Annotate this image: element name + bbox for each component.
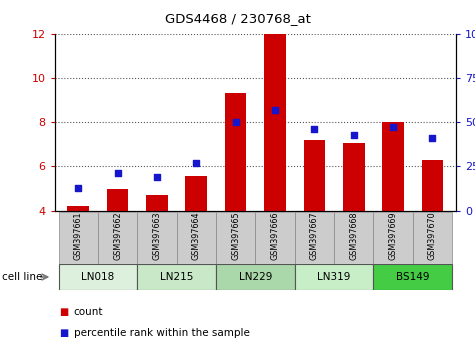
Bar [422,160,443,211]
Bar [334,212,373,264]
Text: GSM397666: GSM397666 [270,211,279,260]
Bar [373,212,413,264]
Text: LN319: LN319 [317,272,351,282]
Point [350,132,358,137]
Point [75,185,82,190]
Text: GDS4468 / 230768_at: GDS4468 / 230768_at [164,12,311,25]
Bar [304,140,325,211]
Bar [256,212,294,264]
Bar [413,212,452,264]
Point [271,107,279,113]
Bar [146,195,168,211]
Bar [185,176,207,211]
Bar [216,264,294,290]
Bar [107,188,128,211]
Text: GSM397663: GSM397663 [152,211,162,260]
Point [192,160,200,166]
Text: GSM397669: GSM397669 [389,211,398,260]
Point [428,135,436,141]
Bar [58,264,137,290]
Point [114,171,122,176]
Text: cell line: cell line [2,272,43,282]
Bar [382,122,404,211]
Point [153,174,161,180]
Text: GSM397665: GSM397665 [231,211,240,260]
Text: LN229: LN229 [238,272,272,282]
Bar [137,264,216,290]
Text: BS149: BS149 [396,272,429,282]
Bar [294,212,334,264]
Bar [294,264,373,290]
Point [232,119,239,125]
Point [311,126,318,132]
Text: percentile rank within the sample: percentile rank within the sample [74,328,249,338]
Point [389,125,397,130]
Text: GSM397664: GSM397664 [192,211,201,260]
Bar [58,212,98,264]
Bar [67,206,89,211]
Bar [98,212,137,264]
Bar [177,212,216,264]
Bar [264,34,286,211]
Bar [137,212,177,264]
Text: GSM397662: GSM397662 [113,211,122,260]
Text: count: count [74,307,103,316]
Text: GSM397670: GSM397670 [428,211,437,260]
Text: ■: ■ [59,328,68,338]
Text: GSM397661: GSM397661 [74,211,83,260]
Text: ■: ■ [59,307,68,316]
Bar [216,212,256,264]
Bar [373,264,452,290]
Text: LN018: LN018 [81,272,114,282]
Text: LN215: LN215 [160,272,193,282]
Bar [225,93,247,211]
Text: GSM397667: GSM397667 [310,211,319,260]
Bar [343,143,364,211]
Text: GSM397668: GSM397668 [349,211,358,260]
